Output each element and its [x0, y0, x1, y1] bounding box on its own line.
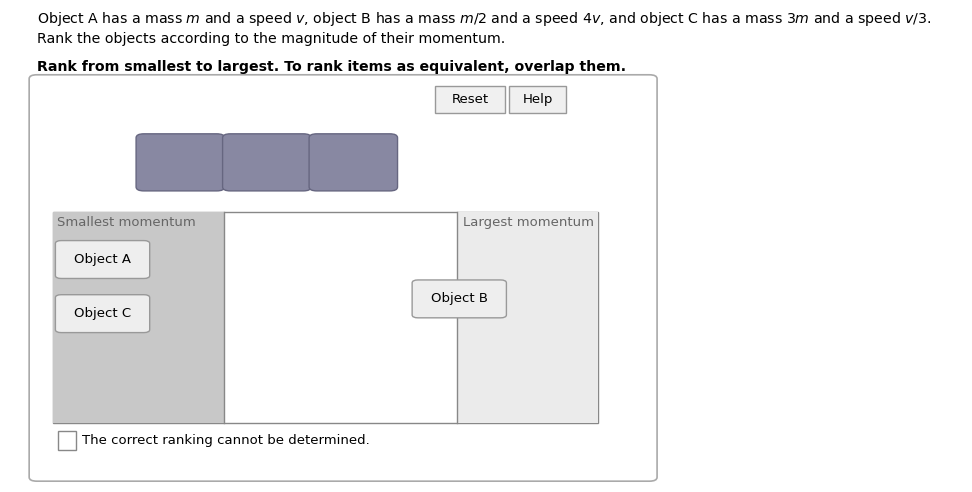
FancyBboxPatch shape — [309, 134, 398, 191]
FancyBboxPatch shape — [29, 75, 657, 481]
FancyBboxPatch shape — [223, 134, 311, 191]
Text: Object A: Object A — [74, 253, 131, 266]
Text: Rank the objects according to the magnitude of their momentum.: Rank the objects according to the magnit… — [37, 32, 505, 46]
Bar — [53, 212, 598, 423]
Bar — [457, 212, 598, 423]
FancyBboxPatch shape — [55, 295, 150, 333]
Text: Object A has a mass $m$ and a speed $v$, object B has a mass $m/2$ and a speed $: Object A has a mass $m$ and a speed $v$,… — [37, 10, 931, 28]
Bar — [58, 431, 76, 450]
Text: Rank from smallest to largest. To rank items as equivalent, overlap them.: Rank from smallest to largest. To rank i… — [37, 60, 626, 74]
FancyBboxPatch shape — [136, 134, 225, 191]
Text: Help: Help — [522, 93, 553, 106]
FancyBboxPatch shape — [435, 86, 505, 113]
FancyBboxPatch shape — [509, 86, 566, 113]
Bar — [53, 212, 224, 423]
FancyBboxPatch shape — [55, 241, 150, 278]
Text: Object C: Object C — [74, 307, 131, 320]
Text: Object B: Object B — [431, 292, 488, 306]
Text: Reset: Reset — [452, 93, 489, 106]
Text: Largest momentum: Largest momentum — [463, 216, 594, 229]
Text: The correct ranking cannot be determined.: The correct ranking cannot be determined… — [82, 434, 369, 447]
Text: Smallest momentum: Smallest momentum — [57, 216, 196, 229]
FancyBboxPatch shape — [412, 280, 506, 318]
